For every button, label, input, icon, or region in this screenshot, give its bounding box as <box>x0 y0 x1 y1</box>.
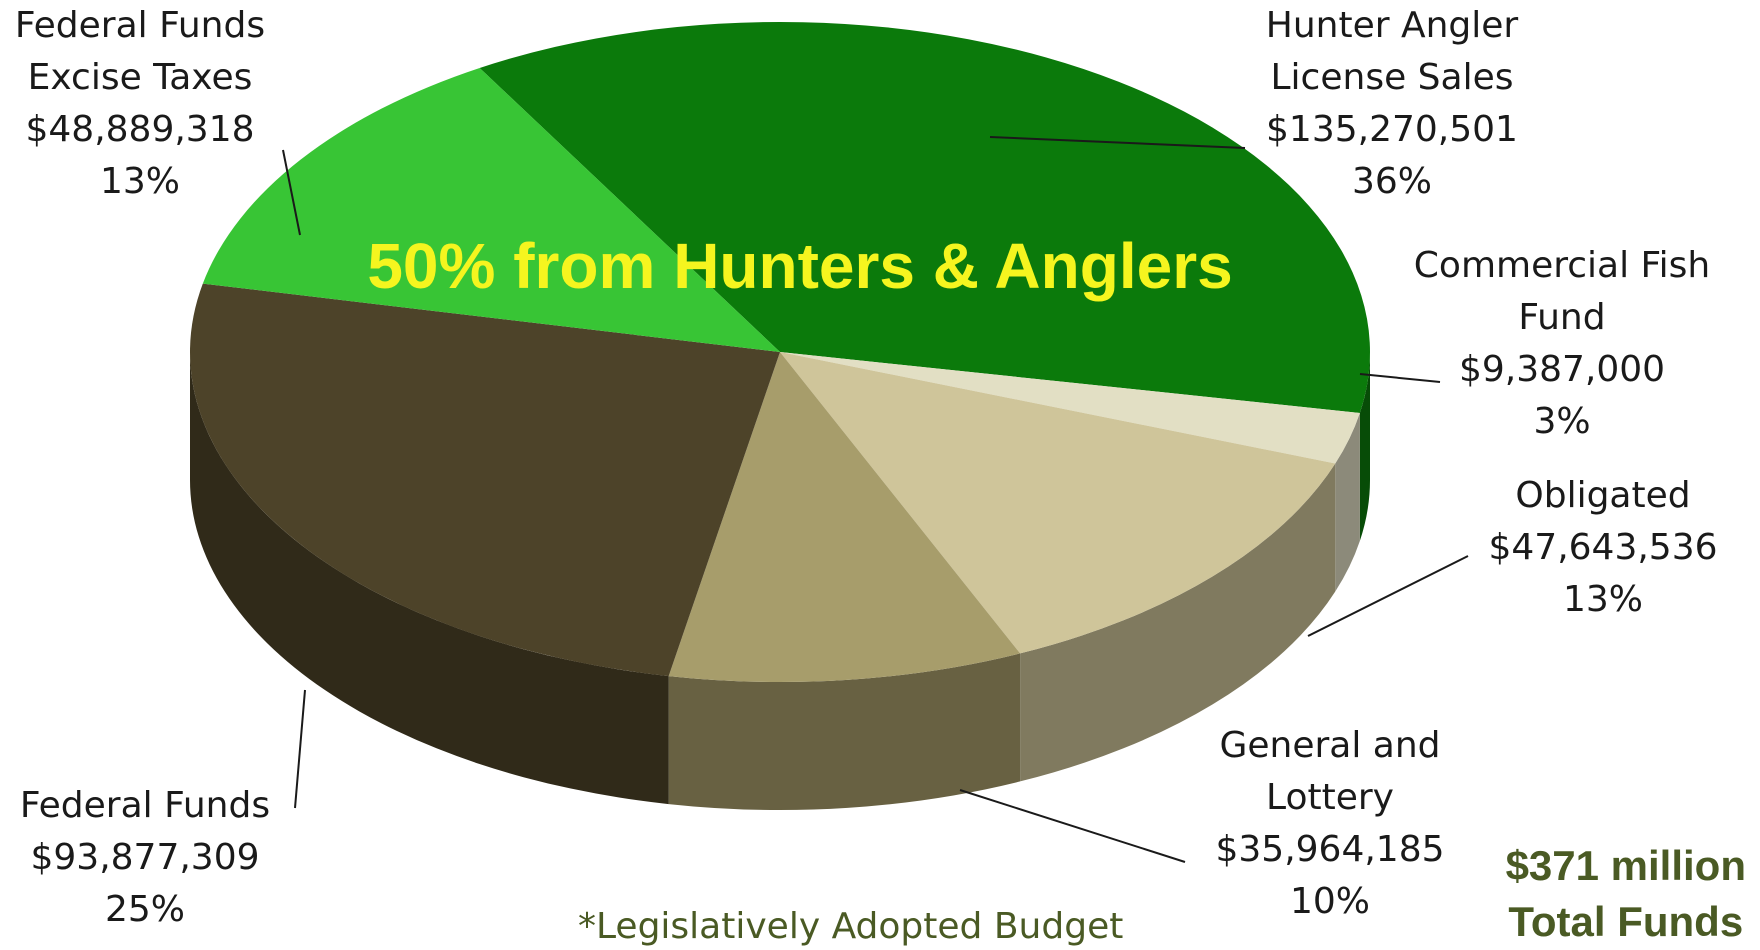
slice-percent: 25% <box>104 889 185 930</box>
slice-name: General and <box>1219 725 1441 766</box>
slice-name: Federal Funds <box>14 5 266 46</box>
slice-percent: 3% <box>1533 401 1591 442</box>
slice-name: Lottery <box>1266 777 1394 818</box>
slice-name: Commercial Fish <box>1413 245 1711 286</box>
pie-slice-obligated <box>780 352 1336 654</box>
total-amount: $371 million <box>1505 842 1746 889</box>
leader-line-federal-funds <box>294 689 306 809</box>
pie-side-commercial-fish-fund <box>1335 412 1360 592</box>
pie-side-obligated <box>1020 463 1336 782</box>
slice-amount: $47,643,536 <box>1488 527 1718 568</box>
total-caption: Total Funds <box>1508 898 1744 945</box>
slice-percent: 36% <box>1351 161 1432 202</box>
footnote: *Legislatively Adopted Budget <box>578 906 1124 947</box>
pie-slice-hunter-angler-license-sales <box>479 21 1371 413</box>
leader-line-hunter-angler-license-sales <box>989 136 1246 149</box>
pie-side-hunter-angler-license-sales <box>1359 352 1370 541</box>
pie-tops <box>189 21 1371 682</box>
slice-amount: $48,889,318 <box>25 109 255 150</box>
leader-lines <box>282 136 1469 863</box>
slice-amount: $9,387,000 <box>1458 349 1666 390</box>
pie-sides <box>190 352 1370 810</box>
slice-name: Hunter Angler <box>1265 5 1519 46</box>
slice-name: Federal Funds <box>19 785 271 826</box>
slice-name: Fund <box>1518 297 1606 338</box>
slice-name: License Sales <box>1270 57 1514 98</box>
total-funds: $371 million Total Funds <box>1506 838 1746 950</box>
pie-side-federal-funds <box>190 352 669 805</box>
slice-percent: 13% <box>99 161 180 202</box>
pie-side-general-and-lottery <box>668 653 1021 810</box>
label-federal-funds: Federal Funds $93,877,309 25% <box>0 780 290 936</box>
leader-line-commercial-fish-fund <box>1359 373 1441 383</box>
slice-percent: 13% <box>1562 579 1643 620</box>
leader-line-general-and-lottery <box>959 789 1186 863</box>
label-obligated: Obligated $47,643,536 13% <box>1478 470 1728 626</box>
label-hunter-angler-license-sales: Hunter Angler License Sales $135,270,501 36… <box>1262 0 1522 208</box>
slice-name: Obligated <box>1515 475 1691 516</box>
pie-slice-commercial-fish-fund <box>780 352 1360 464</box>
slice-name: Excise Taxes <box>27 57 253 98</box>
pie-slice-general-and-lottery <box>668 352 1021 682</box>
pie-slice-federal-funds-excise-taxes <box>202 67 781 352</box>
label-federal-funds-excise-taxes: Federal Funds Excise Taxes $48,889,318 13% <box>0 0 280 208</box>
hunters-anglers-highlight: 50% from Hunters & Anglers <box>367 230 1232 302</box>
label-commercial-fish-fund: Commercial Fish Fund $9,387,000 3% <box>1402 240 1722 448</box>
slice-amount: $35,964,185 <box>1215 829 1445 870</box>
slice-percent: 10% <box>1289 881 1370 922</box>
label-general-and-lottery: General and Lottery $35,964,185 10% <box>1200 720 1460 928</box>
pie-slice-federal-funds <box>189 283 780 677</box>
slice-amount: $135,270,501 <box>1266 109 1518 150</box>
leader-line-obligated <box>1307 555 1469 637</box>
slice-amount: $93,877,309 <box>30 837 260 878</box>
leader-line-federal-funds-excise-taxes <box>282 149 301 236</box>
